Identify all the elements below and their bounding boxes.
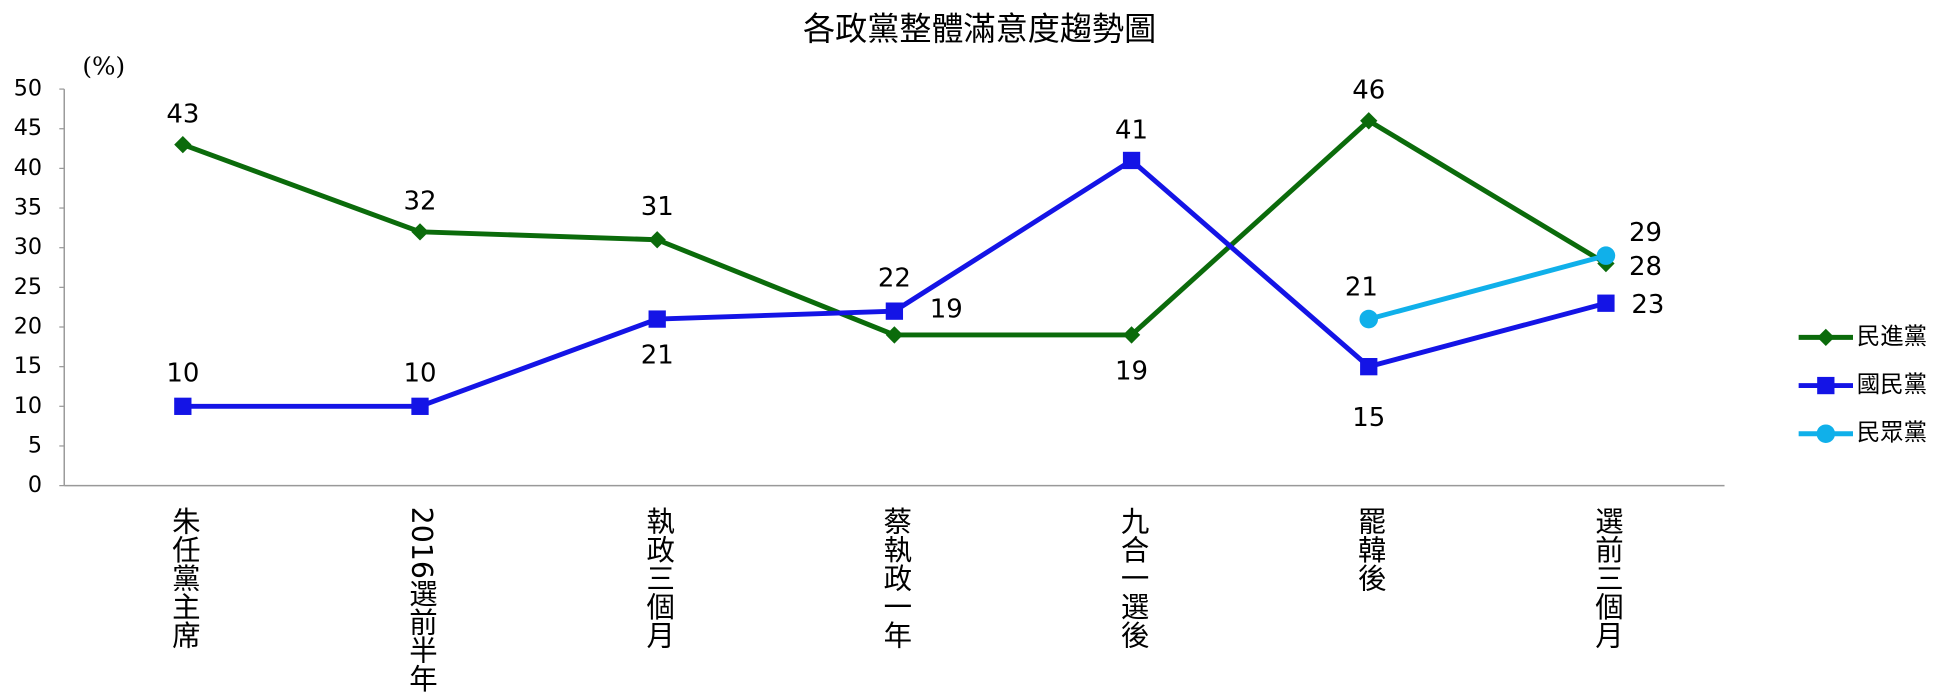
x-tick-label: 2016選前半年 (405, 507, 438, 693)
marker (885, 302, 904, 320)
chart-title: 各政黨整體滿意度趨勢圖 (803, 10, 1156, 48)
data-label: 43 (166, 99, 199, 129)
legend-label: 民進黨 (1857, 322, 1927, 350)
marker (174, 397, 192, 415)
y-tick-label: 45 (14, 115, 42, 141)
data-label: 31 (641, 192, 674, 222)
marker (648, 310, 666, 328)
y-tick-label: 50 (14, 76, 42, 102)
y-tick-label: 0 (28, 472, 42, 498)
y-tick-label: 25 (14, 274, 42, 300)
y-tick-label: 10 (14, 393, 42, 419)
data-label: 23 (1631, 290, 1664, 320)
legend-marker (1816, 424, 1836, 444)
y-tick-label: 15 (14, 353, 42, 379)
data-label: 32 (404, 187, 437, 217)
data-label: 46 (1352, 76, 1385, 106)
data-label: 22 (878, 264, 911, 294)
marker (1596, 246, 1616, 265)
x-tick-label: 朱任黨主席 (168, 507, 201, 649)
legend-marker (1817, 376, 1835, 395)
data-label: 19 (930, 295, 963, 325)
x-tick-label: 選前三個月 (1591, 507, 1624, 649)
marker (885, 326, 904, 344)
marker (1360, 358, 1378, 376)
legend-label: 民眾黨 (1857, 418, 1927, 446)
marker (1360, 112, 1378, 130)
marker (411, 397, 429, 415)
data-label: 41 (1115, 115, 1148, 145)
data-label: 19 (1115, 356, 1148, 386)
legend-label: 國民黨 (1857, 370, 1927, 398)
x-tick-label: 九合一選後 (1117, 507, 1150, 649)
data-label: 15 (1352, 403, 1385, 433)
y-tick-label: 40 (14, 155, 42, 181)
y-tick-label: 20 (14, 314, 42, 340)
y-axis-label: (%) (82, 52, 125, 81)
data-label: 21 (641, 341, 674, 371)
series-line (1368, 253, 1607, 322)
x-tick-label: 蔡執政一年 (879, 507, 912, 649)
y-tick-label: 35 (14, 195, 42, 221)
marker (648, 231, 666, 249)
marker (1122, 326, 1141, 344)
x-tick-label: 執政三個月 (642, 507, 675, 649)
y-tick-label: 5 (28, 432, 42, 458)
x-tick-label: 罷韓後 (1354, 507, 1387, 592)
y-tick-label: 30 (14, 234, 42, 260)
data-label: 10 (404, 359, 437, 389)
legend-marker (1817, 328, 1835, 347)
marker (1122, 151, 1141, 170)
marker (1597, 294, 1615, 312)
marker (1359, 309, 1379, 329)
data-label: 29 (1629, 218, 1662, 248)
data-label: 28 (1629, 252, 1662, 282)
data-label: 10 (166, 359, 199, 389)
marker (411, 223, 429, 241)
data-label: 21 (1345, 273, 1378, 303)
marker (174, 135, 192, 154)
